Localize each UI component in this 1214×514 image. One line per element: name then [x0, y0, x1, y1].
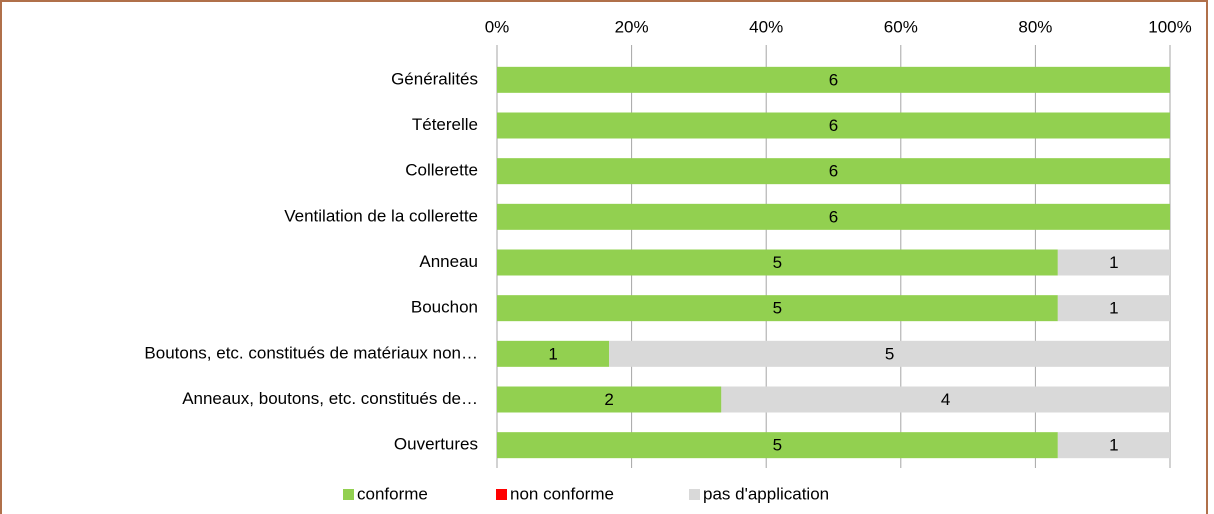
data-label: 1: [1109, 436, 1118, 455]
x-tick-label: 40%: [749, 17, 783, 36]
y-tick-label: Anneaux, boutons, etc. constitués de…: [182, 389, 478, 408]
bar-segment: [1057, 295, 1170, 322]
data-label: 2: [604, 390, 613, 409]
bar-segment: [497, 66, 1170, 93]
y-tick-label: Ventilation de la collerette: [284, 206, 478, 225]
legend-label: pas d'application: [703, 484, 829, 503]
bar-segment: [1057, 432, 1170, 459]
legend-swatch: [689, 489, 700, 500]
data-label: 4: [941, 390, 950, 409]
bar-segment: [497, 295, 1058, 322]
y-tick-label: Collerette: [405, 161, 478, 180]
legend-swatch: [343, 489, 354, 500]
data-label: 5: [773, 436, 782, 455]
bar-segment: [497, 386, 722, 413]
legend-swatch: [496, 489, 507, 500]
y-tick-label: Ouvertures: [394, 435, 478, 454]
bar-segment: [497, 158, 1170, 185]
bar-segment: [497, 203, 1170, 230]
bar-segment: [1057, 249, 1170, 276]
data-label: 6: [829, 162, 838, 181]
y-tick-label: Téterelle: [412, 115, 478, 134]
bar-segment: [497, 249, 1058, 276]
data-label: 6: [829, 70, 838, 89]
x-tick-label: 80%: [1018, 17, 1052, 36]
x-tick-label: 100%: [1148, 17, 1191, 36]
data-label: 6: [829, 207, 838, 226]
data-label: 6: [829, 116, 838, 135]
legend-label: non conforme: [510, 484, 614, 503]
data-label: 5: [885, 344, 894, 363]
data-label: 1: [1109, 299, 1118, 318]
x-tick-label: 0%: [485, 17, 510, 36]
bar-segment: [497, 432, 1058, 459]
y-tick-label: Généralités: [391, 69, 478, 88]
bar-segment: [721, 386, 1170, 413]
data-label: 5: [773, 299, 782, 318]
y-tick-label: Boutons, etc. constitués de matériaux no…: [144, 343, 478, 362]
x-tick-label: 60%: [884, 17, 918, 36]
legend-label: conforme: [357, 484, 428, 503]
data-label: 5: [773, 253, 782, 272]
data-label: 1: [548, 344, 557, 363]
bar-segment: [497, 112, 1170, 139]
bar-segment: [609, 340, 1170, 367]
x-tick-label: 20%: [615, 17, 649, 36]
data-label: 1: [1109, 253, 1118, 272]
bar-segment: [497, 340, 610, 367]
y-tick-label: Anneau: [419, 252, 478, 271]
y-tick-label: Bouchon: [411, 298, 478, 317]
